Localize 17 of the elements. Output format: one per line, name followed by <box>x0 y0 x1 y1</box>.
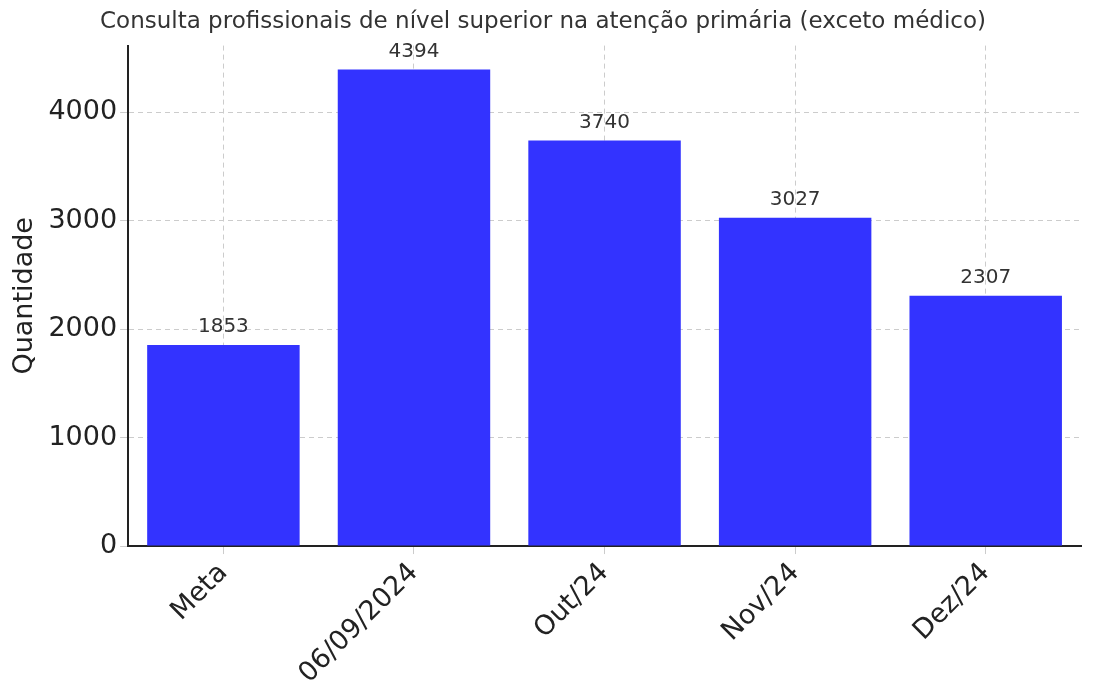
data-label: 3027 <box>769 185 821 210</box>
data-label: 3740 <box>579 108 631 133</box>
bar <box>909 295 1062 546</box>
bar <box>337 69 491 546</box>
data-label: 2307 <box>960 264 1012 289</box>
y-tick-label: 1000 <box>48 419 118 451</box>
data-label: 1853 <box>197 313 249 338</box>
chart-title: Consulta profissionais de nível superior na atenção primária (exceto médico) <box>100 6 986 33</box>
bar <box>718 217 872 546</box>
y-tick-label: 3000 <box>48 202 118 234</box>
data-label: 4394 <box>388 37 440 62</box>
bar <box>147 345 300 546</box>
y-tick-label: 4000 <box>48 94 118 126</box>
y-tick-label: 2000 <box>48 311 118 343</box>
y-tick-label: 0 <box>99 528 118 560</box>
bar <box>528 140 681 546</box>
y-axis-title: Quantidade <box>7 217 39 375</box>
